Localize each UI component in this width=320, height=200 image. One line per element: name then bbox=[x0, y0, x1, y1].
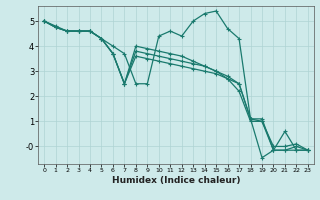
X-axis label: Humidex (Indice chaleur): Humidex (Indice chaleur) bbox=[112, 176, 240, 185]
